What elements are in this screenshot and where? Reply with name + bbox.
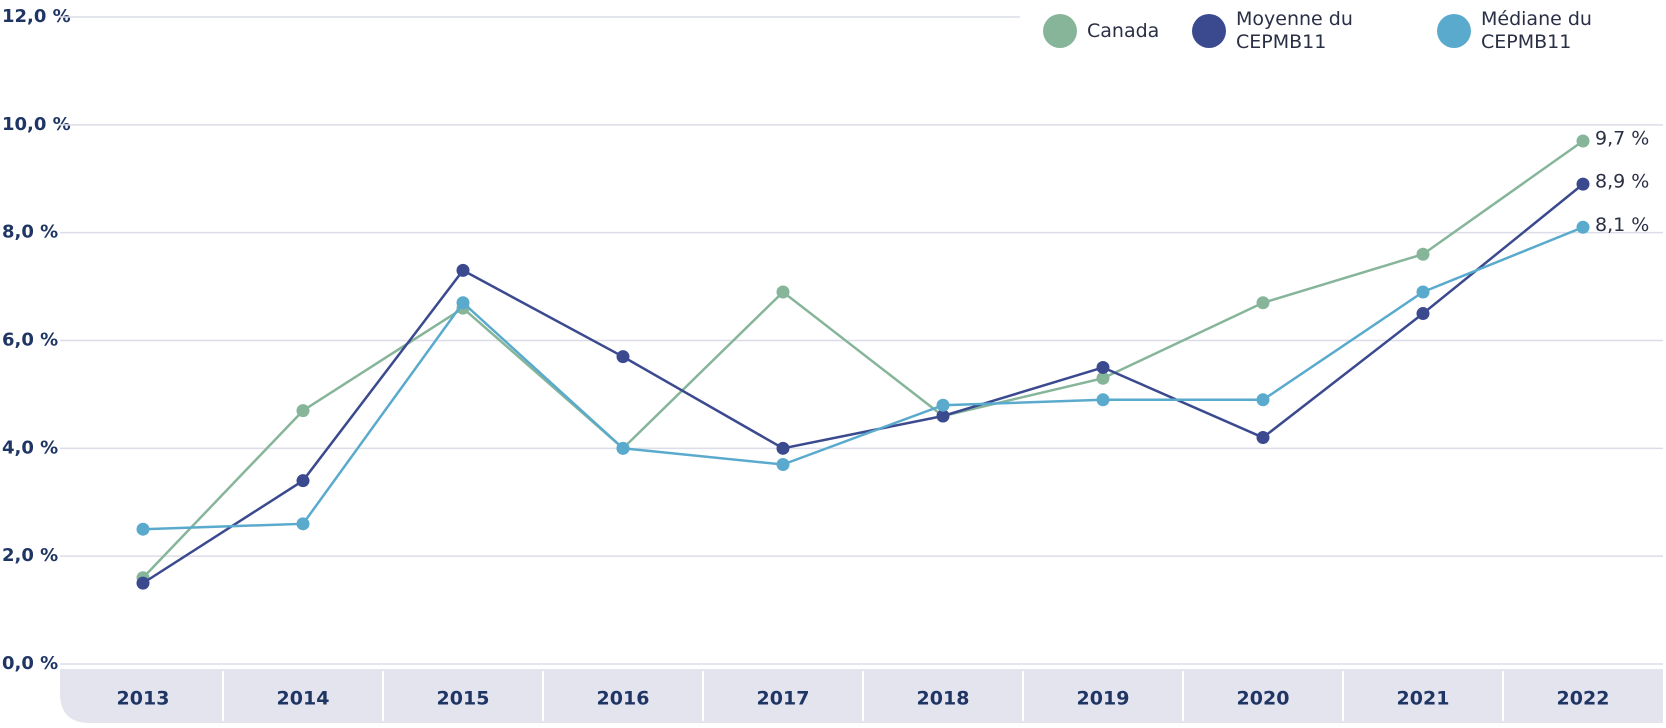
data-point [776,458,790,472]
data-point [136,522,150,536]
data-point [1256,431,1270,445]
y-tick-label: 0,0 % [2,653,58,674]
data-point [1256,393,1270,407]
category-band [60,669,1663,723]
legend-label: Médiane du CEPMB11 [1481,8,1592,53]
x-tick-label: 2014 [277,688,330,710]
data-point [776,441,790,455]
data-point [456,296,470,310]
x-tick-label: 2017 [757,688,810,710]
legend-label: Canada [1087,19,1160,42]
legend-marker [1437,14,1471,48]
y-tick-label: 6,0 % [2,330,58,351]
data-point [1416,285,1430,299]
legend-label: Moyenne du CEPMB11 [1236,8,1353,53]
data-point [1576,177,1590,191]
legend-item: Moyenne du CEPMB11 [1192,8,1386,54]
x-tick-label: 2022 [1557,688,1610,710]
legend-item: Canada [1043,8,1197,54]
data-point [296,474,310,488]
data-point [1096,393,1110,407]
data-point [456,263,470,277]
legend-marker [1043,14,1077,48]
x-tick-label: 2021 [1397,688,1450,710]
data-point [1576,220,1590,234]
data-point [1576,134,1590,148]
legend-item: Médiane du CEPMB11 [1437,8,1631,54]
series-line [142,226,1584,531]
data-point [1096,371,1110,385]
data-point [616,441,630,455]
x-tick-label: 2015 [437,688,490,710]
data-point [1416,307,1430,321]
x-tick-label: 2020 [1237,688,1290,710]
x-tick-label: 2016 [597,688,650,710]
y-tick-label: 10,0 % [2,114,71,135]
data-point [1096,360,1110,374]
value-label: 8,9 % [1595,171,1649,193]
data-point [136,576,150,590]
data-point [936,398,950,412]
series-line [142,139,1584,579]
x-tick-label: 2019 [1077,688,1130,710]
data-point [1416,247,1430,261]
series-line [142,183,1584,585]
x-tick-label: 2018 [917,688,970,710]
data-point [296,404,310,418]
data-point [936,409,950,423]
y-tick-label: 2,0 % [2,545,58,566]
legend-marker [1192,14,1226,48]
data-point [296,517,310,531]
y-tick-label: 8,0 % [2,222,58,243]
data-point [776,285,790,299]
value-label: 9,7 % [1595,128,1649,150]
x-tick-label: 2013 [117,688,170,710]
y-tick-label: 12,0 % [2,6,71,27]
data-point [616,350,630,364]
value-label: 8,1 % [1595,214,1649,236]
y-tick-label: 4,0 % [2,437,58,458]
data-point [1256,296,1270,310]
